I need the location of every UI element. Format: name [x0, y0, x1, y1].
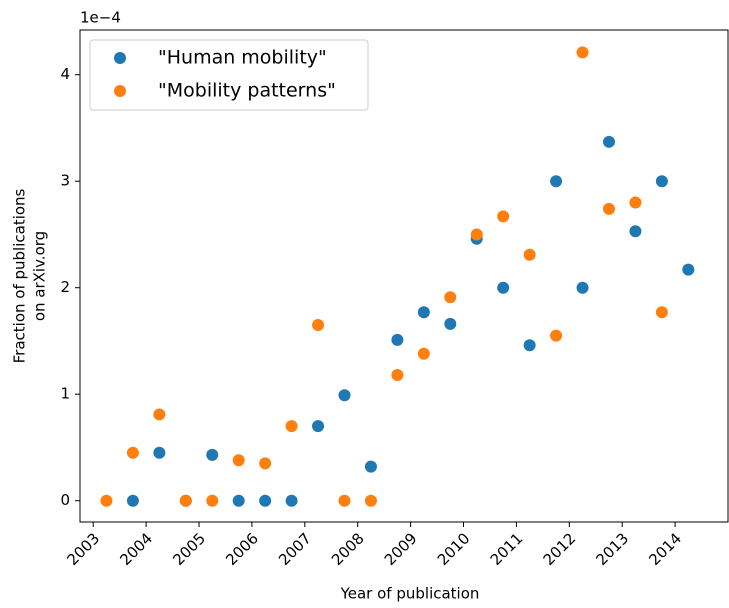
point: [285, 494, 298, 507]
plot-frame: [79, 29, 729, 523]
point: [285, 420, 298, 433]
legend-marker: [114, 52, 126, 64]
x-tick-label: 2007: [275, 529, 315, 569]
y-tick-label: 0: [60, 491, 70, 509]
point: [338, 494, 351, 507]
point: [417, 306, 430, 319]
point: [232, 454, 245, 467]
point: [364, 494, 377, 507]
point: [629, 225, 642, 238]
x-tick-label: 2011: [487, 529, 527, 569]
point: [682, 263, 695, 276]
x-tick-label: 2012: [540, 529, 580, 569]
x-tick-label: 2006: [222, 529, 262, 569]
y-axis-label: Fraction of publications: [11, 188, 29, 363]
point: [497, 281, 510, 294]
legend-label: "Human mobility": [158, 47, 327, 69]
point: [391, 333, 404, 346]
point: [576, 281, 589, 294]
x-tick-label: 2003: [64, 529, 104, 569]
point: [523, 339, 536, 352]
x-tick-label: 2005: [169, 529, 209, 569]
point: [576, 46, 589, 59]
point: [364, 460, 377, 473]
point: [153, 408, 166, 421]
point: [523, 248, 536, 261]
point: [602, 202, 615, 215]
point: [100, 494, 113, 507]
y-tick-label: 1: [60, 385, 70, 403]
x-tick-label: 2008: [328, 529, 368, 569]
point: [655, 175, 668, 188]
y-offset-label: 1e−4: [80, 9, 121, 27]
point: [497, 210, 510, 223]
point: [179, 494, 192, 507]
point: [550, 329, 563, 342]
legend-box: [89, 39, 369, 111]
point: [470, 228, 483, 241]
point: [126, 446, 139, 459]
point: [153, 446, 166, 459]
point: [206, 494, 219, 507]
point: [550, 175, 563, 188]
point: [444, 291, 457, 304]
x-tick-label: 2004: [116, 529, 156, 569]
point: [206, 448, 219, 461]
x-axis-label: Year of publication: [340, 585, 480, 603]
point: [312, 318, 325, 331]
point: [444, 317, 457, 330]
y-axis-label: on arXiv.org: [31, 231, 49, 321]
point: [602, 135, 615, 148]
legend-marker: [114, 85, 126, 97]
y-tick-label: 4: [60, 65, 70, 83]
y-tick-label: 3: [60, 172, 70, 190]
point: [126, 494, 139, 507]
y-tick-label: 2: [60, 278, 70, 296]
point: [655, 306, 668, 319]
x-tick-label: 2014: [645, 529, 685, 569]
legend-label: "Mobility patterns": [158, 80, 336, 102]
x-tick-label: 2013: [592, 529, 632, 569]
point: [259, 457, 272, 470]
point: [391, 369, 404, 382]
point: [259, 494, 272, 507]
x-tick-label: 2010: [434, 529, 474, 569]
x-tick-label: 2009: [381, 529, 421, 569]
point: [338, 389, 351, 402]
point: [417, 347, 430, 360]
point: [312, 420, 325, 433]
point: [232, 494, 245, 507]
point: [629, 196, 642, 209]
